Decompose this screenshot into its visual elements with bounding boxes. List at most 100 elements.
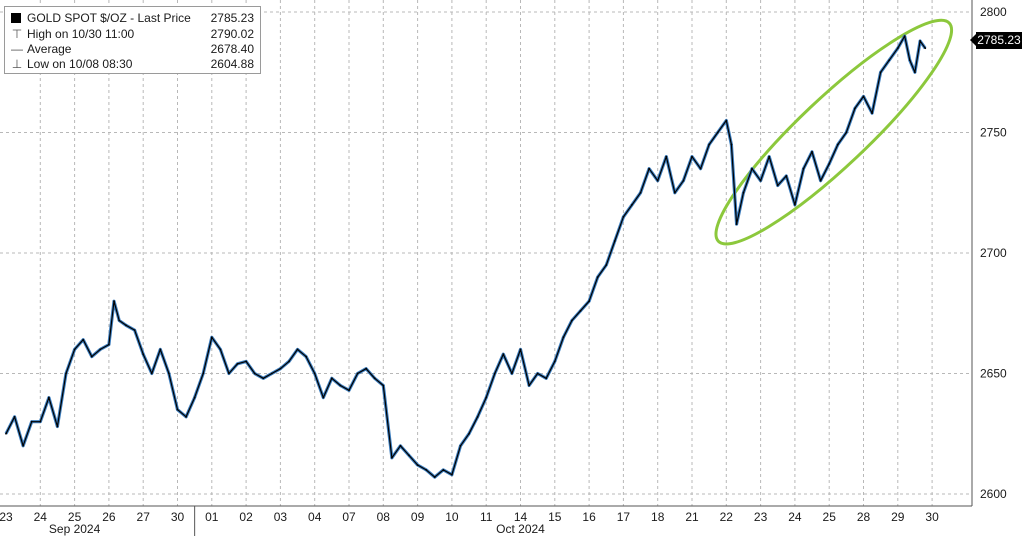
chart-grid bbox=[0, 0, 972, 506]
price-line-shadow bbox=[4, 34, 927, 479]
price-point bbox=[118, 319, 121, 322]
price-point bbox=[159, 348, 162, 351]
x-tick-label: 17 bbox=[617, 510, 631, 524]
x-tick-label: 04 bbox=[308, 510, 322, 524]
y-tick-label: 2650 bbox=[980, 366, 1007, 380]
legend-low-value: 2604.88 bbox=[210, 57, 254, 71]
low-marker-icon: ⊥ bbox=[11, 57, 23, 71]
price-point bbox=[82, 338, 85, 341]
legend-average-label: Average bbox=[27, 42, 72, 56]
highlight-ellipse bbox=[714, 18, 954, 246]
price-point bbox=[656, 179, 659, 182]
price-point bbox=[390, 456, 393, 459]
price-point bbox=[150, 372, 153, 375]
price-point bbox=[73, 348, 76, 351]
last-price-tag: 2785.23 bbox=[970, 32, 1022, 49]
price-point bbox=[228, 372, 230, 375]
price-point bbox=[536, 372, 539, 375]
price-point bbox=[716, 131, 719, 134]
price-point bbox=[416, 464, 419, 466]
x-tick-label: 08 bbox=[377, 510, 391, 524]
price-point bbox=[313, 372, 316, 375]
price-point bbox=[425, 468, 428, 471]
x-tick-label: 01 bbox=[205, 510, 219, 524]
price-point bbox=[725, 119, 728, 122]
price-point bbox=[742, 191, 745, 194]
price-point bbox=[545, 377, 548, 380]
price-point bbox=[408, 454, 410, 457]
x-tick-label: 24 bbox=[34, 510, 48, 524]
legend-low-label: Low on 10/08 08:30 bbox=[27, 57, 133, 71]
x-tick-label: 21 bbox=[685, 510, 699, 524]
legend-low-row: ⊥ Low on 10/08 08:30 2604.88 bbox=[11, 56, 254, 72]
price-point bbox=[459, 444, 462, 447]
price-point bbox=[210, 336, 213, 339]
legend-average-row: — Average 2678.40 bbox=[11, 41, 254, 57]
price-point bbox=[639, 191, 642, 194]
x-tick-label: 03 bbox=[274, 510, 288, 524]
price-point bbox=[794, 203, 796, 206]
high-marker-icon: ⊤ bbox=[11, 27, 23, 41]
x-tick-label: 28 bbox=[857, 510, 871, 524]
price-point bbox=[631, 203, 633, 206]
price-point bbox=[47, 396, 50, 399]
x-tick-label: 30 bbox=[925, 510, 939, 524]
average-line-icon: — bbox=[11, 42, 23, 56]
price-point bbox=[279, 367, 282, 370]
price-point bbox=[202, 372, 205, 375]
price-point bbox=[99, 348, 102, 351]
y-tick-label: 2800 bbox=[980, 5, 1007, 19]
x-tick-label: 30 bbox=[171, 510, 185, 524]
price-point bbox=[605, 264, 608, 266]
price-point bbox=[13, 415, 16, 418]
price-point bbox=[476, 415, 479, 418]
legend-high-row: ⊤ High on 10/30 11:00 2790.02 bbox=[11, 26, 254, 42]
price-point bbox=[442, 468, 445, 471]
price-point bbox=[22, 444, 25, 447]
x-tick-label: 15 bbox=[548, 510, 562, 524]
price-point bbox=[924, 47, 927, 50]
price-point bbox=[511, 372, 513, 375]
price-point bbox=[262, 377, 265, 380]
price-point bbox=[493, 372, 496, 375]
price-point bbox=[270, 372, 273, 375]
price-point bbox=[735, 223, 738, 225]
x-tick-label: 23 bbox=[754, 510, 768, 524]
price-point bbox=[56, 425, 59, 428]
price-point bbox=[185, 415, 187, 418]
price-point bbox=[330, 377, 333, 380]
price-point bbox=[682, 179, 685, 182]
x-tick-label: 10 bbox=[445, 510, 459, 524]
y-tick-label: 2600 bbox=[980, 487, 1007, 501]
x-tick-label: 25 bbox=[823, 510, 837, 524]
x-tick-label: 29 bbox=[891, 510, 905, 524]
price-point bbox=[485, 396, 488, 399]
price-point bbox=[65, 372, 67, 375]
price-point bbox=[691, 155, 693, 158]
price-point bbox=[622, 215, 625, 218]
price-point bbox=[30, 420, 33, 423]
price-point bbox=[730, 143, 733, 146]
price-point bbox=[365, 367, 368, 370]
x-tick-label: 24 bbox=[788, 510, 802, 524]
price-point bbox=[468, 432, 470, 435]
x-tick-label: 27 bbox=[137, 510, 151, 524]
highlight-ellipse-group bbox=[714, 18, 954, 246]
legend-title: GOLD SPOT $/OZ - Last Price bbox=[27, 11, 191, 25]
price-point bbox=[845, 131, 848, 134]
price-point bbox=[802, 167, 805, 170]
legend-high-value: 2790.02 bbox=[210, 27, 254, 41]
price-point bbox=[908, 59, 911, 62]
price-point bbox=[579, 309, 582, 312]
price-point bbox=[888, 59, 891, 62]
price-point bbox=[451, 473, 453, 476]
price-point bbox=[828, 162, 831, 165]
price-point bbox=[571, 319, 573, 322]
legend-high-label: High on 10/30 11:00 bbox=[27, 27, 135, 41]
price-point bbox=[348, 389, 350, 392]
price-point bbox=[811, 150, 813, 153]
price-point bbox=[596, 276, 599, 278]
price-point bbox=[245, 360, 248, 363]
